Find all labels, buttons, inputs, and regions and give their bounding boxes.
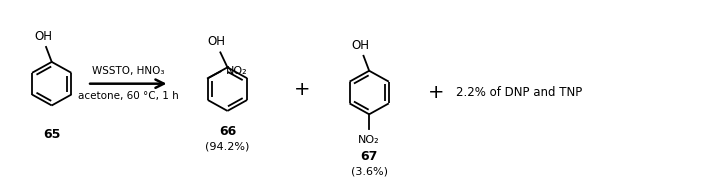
Text: 65: 65 <box>43 127 60 141</box>
Text: 2.2% of DNP and TNP: 2.2% of DNP and TNP <box>456 86 582 99</box>
Text: (94.2%): (94.2%) <box>205 141 250 151</box>
Text: 67: 67 <box>361 150 378 163</box>
Text: WSSTO, HNO₃: WSSTO, HNO₃ <box>92 66 165 76</box>
Text: NO₂: NO₂ <box>226 66 248 76</box>
Text: OH: OH <box>208 35 226 48</box>
Text: NO₂: NO₂ <box>359 135 380 145</box>
Text: (3.6%): (3.6%) <box>351 166 388 176</box>
Text: OH: OH <box>351 39 370 52</box>
Text: +: + <box>428 83 444 102</box>
Text: acetone, 60 °C, 1 h: acetone, 60 °C, 1 h <box>78 91 179 101</box>
Text: OH: OH <box>34 30 53 43</box>
Text: +: + <box>294 80 310 99</box>
Text: 66: 66 <box>219 125 236 138</box>
